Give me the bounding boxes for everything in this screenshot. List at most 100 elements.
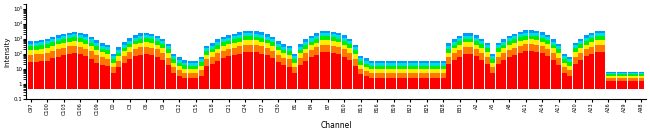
Bar xyxy=(111,59,116,63)
Bar xyxy=(243,36,248,40)
Bar xyxy=(358,65,363,69)
Bar xyxy=(281,46,286,50)
Bar xyxy=(45,61,50,89)
Bar xyxy=(29,44,33,46)
Bar xyxy=(138,33,143,36)
Bar xyxy=(458,45,462,50)
Bar xyxy=(34,62,39,89)
Bar xyxy=(386,73,391,78)
Bar xyxy=(292,73,297,89)
Bar xyxy=(424,61,430,63)
Bar xyxy=(623,76,627,78)
Bar xyxy=(595,36,600,40)
Bar xyxy=(45,41,50,44)
Bar xyxy=(358,58,363,61)
Bar xyxy=(193,78,198,89)
Bar xyxy=(562,63,567,67)
Bar xyxy=(617,73,622,74)
Bar xyxy=(83,40,88,44)
Bar xyxy=(556,65,562,89)
Bar xyxy=(281,58,286,65)
Bar xyxy=(67,33,72,35)
Bar xyxy=(490,67,495,73)
Bar xyxy=(259,42,265,46)
Bar xyxy=(276,44,281,47)
Bar xyxy=(292,67,297,73)
Bar xyxy=(518,53,523,89)
Bar xyxy=(29,41,33,44)
Bar xyxy=(540,35,545,38)
Bar xyxy=(215,39,220,42)
Bar xyxy=(315,39,319,43)
Bar xyxy=(419,78,424,89)
Bar xyxy=(243,52,248,89)
Bar xyxy=(590,54,594,89)
Bar xyxy=(204,46,209,48)
Bar xyxy=(254,37,259,40)
Bar xyxy=(276,51,281,55)
Bar xyxy=(606,78,611,81)
Bar xyxy=(127,52,132,59)
Bar xyxy=(534,44,540,52)
Bar xyxy=(177,66,182,70)
Bar xyxy=(237,53,242,89)
Bar xyxy=(523,30,528,33)
Bar xyxy=(188,61,193,63)
Bar xyxy=(353,66,358,89)
Bar xyxy=(83,44,88,49)
Bar xyxy=(353,47,358,50)
Bar xyxy=(133,49,138,56)
Bar xyxy=(259,53,265,89)
Bar xyxy=(634,76,638,78)
Bar xyxy=(595,40,600,44)
Bar xyxy=(111,56,116,59)
Bar xyxy=(254,31,259,34)
Bar xyxy=(138,43,143,47)
Bar xyxy=(358,61,363,65)
Bar xyxy=(507,57,512,89)
Bar xyxy=(133,38,138,41)
Bar xyxy=(315,33,319,36)
Bar xyxy=(237,32,242,35)
Bar xyxy=(342,45,347,49)
Bar xyxy=(78,35,83,38)
Bar xyxy=(469,39,473,42)
Bar xyxy=(540,38,545,42)
Bar xyxy=(276,62,281,89)
Bar xyxy=(419,66,424,69)
Bar xyxy=(320,31,325,33)
Bar xyxy=(469,33,473,36)
Bar xyxy=(243,31,248,33)
Bar xyxy=(331,41,336,46)
Bar xyxy=(353,54,358,59)
Bar xyxy=(172,67,176,73)
Bar xyxy=(183,69,187,73)
Bar xyxy=(507,38,512,41)
Bar xyxy=(133,56,138,89)
Bar xyxy=(144,47,149,54)
Bar xyxy=(133,41,138,44)
Bar xyxy=(226,56,231,89)
Bar xyxy=(612,74,616,76)
Bar xyxy=(39,61,44,89)
Bar xyxy=(452,49,457,53)
Bar xyxy=(523,40,528,44)
Bar xyxy=(397,78,402,89)
Bar xyxy=(501,48,506,53)
Bar xyxy=(204,48,209,51)
Bar xyxy=(408,61,413,63)
Bar xyxy=(402,78,408,89)
Bar xyxy=(573,48,578,52)
Bar xyxy=(413,78,419,89)
Bar xyxy=(199,76,204,89)
Bar xyxy=(529,44,534,51)
Bar xyxy=(298,50,303,53)
Bar xyxy=(413,63,419,66)
Bar xyxy=(320,36,325,40)
Bar xyxy=(172,63,176,67)
Bar xyxy=(408,73,413,78)
Bar xyxy=(199,57,204,59)
Bar xyxy=(336,36,341,38)
Bar xyxy=(617,74,622,76)
Bar xyxy=(601,31,605,33)
